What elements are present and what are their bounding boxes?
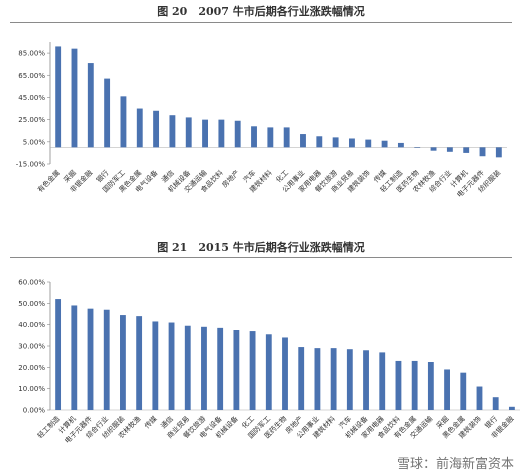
bar — [363, 350, 369, 410]
title-divider — [10, 257, 512, 258]
bar — [381, 140, 388, 148]
bar — [136, 316, 143, 410]
title-divider — [10, 22, 512, 23]
chart-panel-2007: 图 20 2007 牛市后期各行业涨跌幅情况 85.00% 65.00% 45.00… — [10, 5, 512, 199]
bar — [332, 137, 339, 148]
bar — [265, 334, 272, 410]
bar — [476, 386, 483, 410]
chart-panel-2015: 图 21 2015 牛市后期各行业涨跌幅情况 60.00% 50.00% 40.00… — [0, 238, 522, 476]
y-tick-label: 0.00% — [23, 407, 46, 415]
bar — [55, 299, 62, 410]
y-tick-label: 50.00% — [18, 300, 45, 308]
y-tick-label: 40.00% — [18, 321, 45, 329]
bar — [395, 360, 402, 410]
bar — [444, 369, 450, 410]
x-tick-label: 房地产 — [220, 168, 241, 189]
y-tick-label: 85.00% — [18, 50, 45, 58]
bar — [298, 347, 305, 410]
bar — [120, 96, 127, 148]
bar — [316, 136, 323, 148]
bar — [283, 127, 290, 148]
bar — [251, 126, 257, 148]
bar — [365, 139, 372, 148]
bar — [430, 147, 437, 151]
y-tick-label: 20.00% — [18, 364, 45, 372]
bar — [71, 305, 78, 410]
bar — [460, 372, 467, 410]
bar — [427, 362, 434, 410]
y-tick-label: 30.00% — [18, 343, 45, 351]
bar — [249, 331, 256, 410]
bar — [103, 309, 110, 410]
bar — [508, 406, 515, 410]
bar — [217, 327, 224, 410]
bar — [185, 117, 192, 148]
bar — [330, 348, 337, 410]
y-tick-label: 60.00% — [18, 279, 45, 287]
y-tick-label: 25.00% — [18, 116, 45, 124]
bar — [201, 326, 207, 410]
bar — [71, 48, 78, 148]
bar — [267, 127, 274, 148]
bar — [397, 142, 404, 148]
bar — [55, 46, 62, 148]
bar — [233, 330, 240, 410]
bar — [492, 397, 499, 410]
bar — [169, 115, 176, 148]
watermark: 雪球：前海新富资本 — [396, 457, 514, 472]
y-tick-label: 10.00% — [18, 385, 45, 393]
bar — [218, 119, 225, 148]
bar — [104, 78, 111, 148]
x-tick-label: 有色金属 — [35, 168, 61, 194]
bar — [495, 147, 502, 158]
y-tick-label: 45.00% — [18, 94, 45, 102]
x-tick-label: 轻工制造 — [35, 414, 61, 440]
bar — [414, 147, 421, 148]
bar — [379, 352, 386, 410]
bar-chart-2015: 60.00% 50.00% 40.00% 30.00% 20.00% 10.00% 0.00… — [18, 279, 520, 445]
bar — [87, 308, 94, 410]
bar — [300, 134, 306, 148]
bar — [202, 119, 208, 148]
bar — [234, 120, 241, 148]
bar — [136, 108, 143, 148]
bar — [120, 315, 126, 410]
chart-title-2007: 图 20 2007 牛市后期各行业涨跌幅情况 — [157, 5, 365, 18]
y-tick-label: 5.00% — [23, 138, 46, 146]
bar — [446, 147, 453, 152]
bar — [479, 147, 486, 157]
bar-chart-2007: 85.00% 65.00% 45.00% 25.00% 5.00% -15.00%有色金属… — [16, 42, 507, 199]
bar — [87, 63, 94, 148]
bar — [282, 337, 288, 410]
chart-title-2015: 图 21 2015 牛市后期各行业涨跌幅情况 — [157, 241, 365, 254]
bar — [152, 321, 159, 410]
y-tick-label: 65.00% — [18, 72, 45, 80]
bar — [349, 138, 355, 148]
bar — [184, 325, 191, 410]
bar — [411, 360, 418, 410]
bar — [314, 348, 321, 410]
y-tick-label: -15.00% — [16, 161, 46, 169]
bar — [153, 110, 160, 148]
x-tick-label: 传媒 — [142, 414, 158, 430]
bar — [463, 147, 470, 153]
bar — [168, 322, 175, 410]
bar — [346, 349, 353, 410]
